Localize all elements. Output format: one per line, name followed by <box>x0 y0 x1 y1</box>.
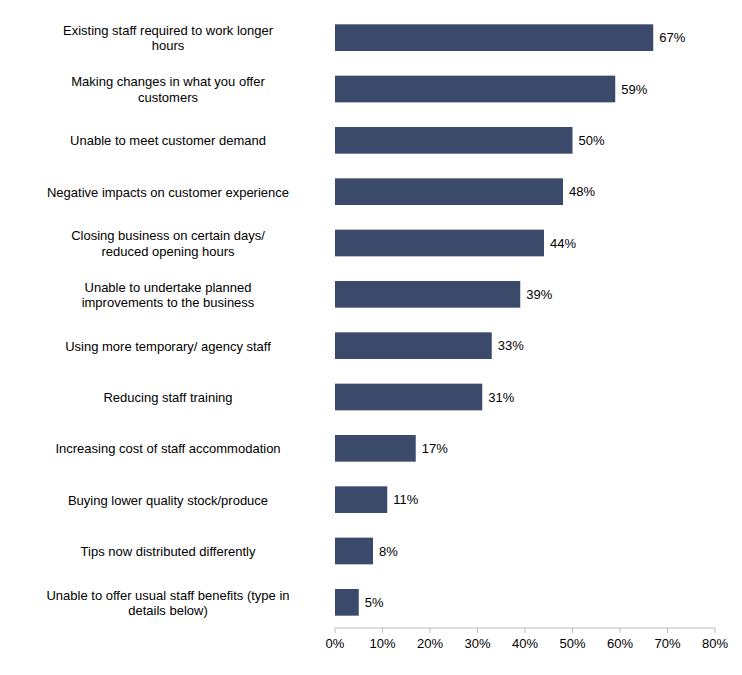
bar <box>335 538 373 565</box>
data-label: 31% <box>488 390 514 405</box>
x-tick <box>667 628 668 633</box>
category-label: Reducing staff training <box>103 390 232 405</box>
x-tick-label: 80% <box>702 636 728 651</box>
bar <box>335 332 492 359</box>
x-tick <box>477 628 478 633</box>
category-label: Using more temporary/ agency staff <box>65 338 271 353</box>
x-tick-label: 50% <box>559 636 585 651</box>
x-tick <box>382 628 383 633</box>
data-label: 39% <box>526 287 552 302</box>
x-tick-label: 60% <box>607 636 633 651</box>
data-label: 48% <box>569 184 595 199</box>
x-tick-label: 10% <box>369 636 395 651</box>
chart: 5% 8% 11% 17% 31% 33% 39% 44% 48% 50% 59% 67% Unable… <box>0 0 742 675</box>
category-label: Tips now distributed differently <box>81 544 256 559</box>
category-label: Unable to offer usual staff benefits (ty… <box>46 587 289 618</box>
x-tick <box>620 628 621 633</box>
bar <box>335 384 482 411</box>
x-tick-label: 70% <box>654 636 680 651</box>
category-label: Unable to undertake plannedimprovements … <box>82 279 255 310</box>
bar <box>335 24 653 51</box>
bar <box>335 76 615 103</box>
x-tick-label: 40% <box>512 636 538 651</box>
category-label: Unable to meet customer demand <box>70 133 266 148</box>
category-label: Making changes in what you offercustomer… <box>71 74 265 105</box>
category-label: Increasing cost of staff accommodation <box>55 441 280 456</box>
x-tick <box>572 628 573 633</box>
data-label: 11% <box>393 492 418 507</box>
bar <box>335 178 563 205</box>
data-label: 17% <box>422 441 448 456</box>
data-label: 8% <box>379 544 398 559</box>
data-label: 50% <box>579 133 605 148</box>
category-labels: Unable to offer usual staff benefits (ty… <box>46 22 289 617</box>
category-label: Buying lower quality stock/produce <box>68 492 268 507</box>
x-tick-label: 20% <box>417 636 443 651</box>
bar <box>335 589 359 616</box>
x-tick <box>430 628 431 633</box>
x-tick <box>525 628 526 633</box>
bar <box>335 486 387 513</box>
data-label: 59% <box>621 82 647 97</box>
x-tick-label: 30% <box>464 636 490 651</box>
x-axis: 0% 10% 20% 30% 40% 50% 60% 70% 80% <box>326 628 729 651</box>
bar <box>335 281 520 308</box>
category-label: Existing staff required to work longerho… <box>63 22 274 53</box>
category-label: Negative impacts on customer experience <box>47 184 289 199</box>
data-label: 67% <box>659 30 685 45</box>
x-tick <box>715 628 716 633</box>
bar <box>335 127 573 154</box>
bar <box>335 230 544 257</box>
data-label: 44% <box>550 236 576 251</box>
x-tick-label: 0% <box>326 636 345 651</box>
bar <box>335 435 416 462</box>
chart-container: 5% 8% 11% 17% 31% 33% 39% 44% 48% 50% 59% 67% Unable… <box>0 0 742 675</box>
x-tick <box>335 628 336 633</box>
category-label: Closing business on certain days/reduced… <box>71 228 265 259</box>
data-labels: 5% 8% 11% 17% 31% 33% 39% 44% 48% 50% 59% 67% <box>365 30 686 610</box>
bars <box>335 24 653 615</box>
data-label: 33% <box>498 338 524 353</box>
data-label: 5% <box>365 595 384 610</box>
